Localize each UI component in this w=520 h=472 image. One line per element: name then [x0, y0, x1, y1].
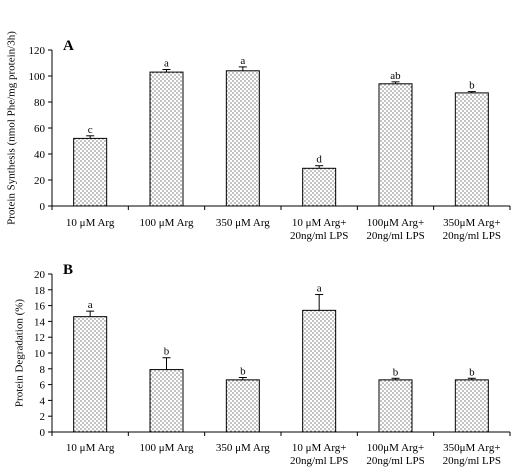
panel-a-significance-label: a: [240, 55, 245, 67]
panel-b-category-label: 10 μM Arg+: [292, 442, 347, 454]
panel-b-y-tick-label: 10: [34, 348, 46, 360]
panel-b-significance-label: b: [164, 346, 170, 358]
panel-a-category-label: 20ng/ml LPS: [290, 230, 348, 242]
panel-b-y-tick-label: 12: [34, 332, 45, 344]
panel-b-category-label: 100 μM Arg: [140, 442, 194, 454]
panel-b-y-tick-label: 0: [40, 427, 46, 439]
panel-b-bar: [302, 309, 337, 433]
panel-b-y-tick-label: 16: [34, 301, 46, 313]
panel-a-significance-label: a: [164, 58, 169, 70]
panel-b-y-tick-label: 4: [40, 395, 46, 407]
panel-b-label: B: [63, 262, 73, 278]
panel-b-bar: [149, 369, 184, 433]
panel-b-y-tick-label: 20: [34, 269, 46, 281]
panel-b-bar: [378, 379, 413, 433]
panel-a-category-label: 100μM Arg+: [367, 217, 424, 229]
panel-b-category-label: 20ng/ml LPS: [290, 455, 348, 467]
panel-b-category-label: 20ng/ml LPS: [443, 455, 501, 467]
panel-a-category-label: 10 μM Arg: [66, 217, 115, 229]
panel-b-category-label: 10 μM Arg: [66, 442, 115, 454]
panel-a-y-tick-label: 120: [29, 45, 46, 57]
panel-a-bar: [149, 71, 184, 207]
panel-a-y-tick-label: 80: [34, 97, 46, 109]
panel-a-bar: [302, 167, 337, 207]
panel-a-y-tick-label: 0: [40, 201, 46, 213]
panel-b-significance-label: b: [469, 366, 475, 378]
panel-b-y-tick-label: 6: [40, 380, 46, 392]
panel-b-bar: [454, 379, 489, 433]
panel-a-y-tick-label: 20: [34, 175, 46, 187]
panel-a-category-label: 20ng/ml LPS: [443, 230, 501, 242]
panel-b-category-label: 20ng/ml LPS: [366, 455, 424, 467]
panel-a-label: A: [63, 38, 74, 54]
panel-a-y-tick-label: 100: [29, 71, 46, 83]
panel-a-category-label: 10 μM Arg+: [292, 217, 347, 229]
panel-b-y-tick-label: 8: [40, 364, 46, 376]
panel-b-significance-label: a: [317, 283, 322, 295]
panel-b-category-label: 350μM Arg+: [443, 442, 500, 454]
panel-b-category-label: 350 μM Arg: [216, 442, 270, 454]
panel-b-significance-label: b: [393, 366, 399, 378]
panel-a-bar: [225, 70, 260, 207]
panel-b-y-tick-label: 2: [40, 411, 46, 423]
panel-a-bar: [378, 83, 413, 207]
panel-a-category-label: 20ng/ml LPS: [366, 230, 424, 242]
panel-b-significance-label: b: [240, 365, 246, 377]
panel-b-chart: 0 2 4 6 8 10 12 14 16 18 20 Protein Degradation (%)…: [14, 262, 511, 467]
panel-a-significance-label: c: [88, 124, 93, 136]
panel-b-y-axis-title: Protein Degradation (%): [14, 299, 26, 407]
panel-a-category-label: 350 μM Arg: [216, 217, 270, 229]
panel-a-y-axis-title: Protein Synthesis (nmol Phe/mg protein/3…: [6, 31, 18, 225]
panel-b-y-tick-label: 14: [34, 316, 46, 328]
panel-a-significance-label: d: [316, 154, 322, 166]
panel-b-bar: [73, 316, 108, 433]
panel-a-bar: [454, 92, 489, 207]
panel-a-chart: 0 20 40 60 80 100 120 Protein Synthesis (nmol P…: [6, 31, 511, 242]
panel-a-significance-label: ab: [390, 70, 401, 82]
panel-b-bar: [225, 379, 260, 433]
panel-a-y-tick-label: 60: [34, 123, 46, 135]
panel-b-significance-label: a: [88, 299, 93, 311]
panel-b-y-tick-label: 18: [34, 285, 46, 297]
panel-a-y-tick-label: 40: [34, 149, 46, 161]
panel-a-significance-label: b: [469, 80, 475, 92]
panel-a-category-label: 100 μM Arg: [140, 217, 194, 229]
panel-b-category-label: 100μM Arg+: [367, 442, 424, 454]
panel-a-bar: [73, 137, 108, 207]
panel-a-category-label: 350μM Arg+: [443, 217, 500, 229]
